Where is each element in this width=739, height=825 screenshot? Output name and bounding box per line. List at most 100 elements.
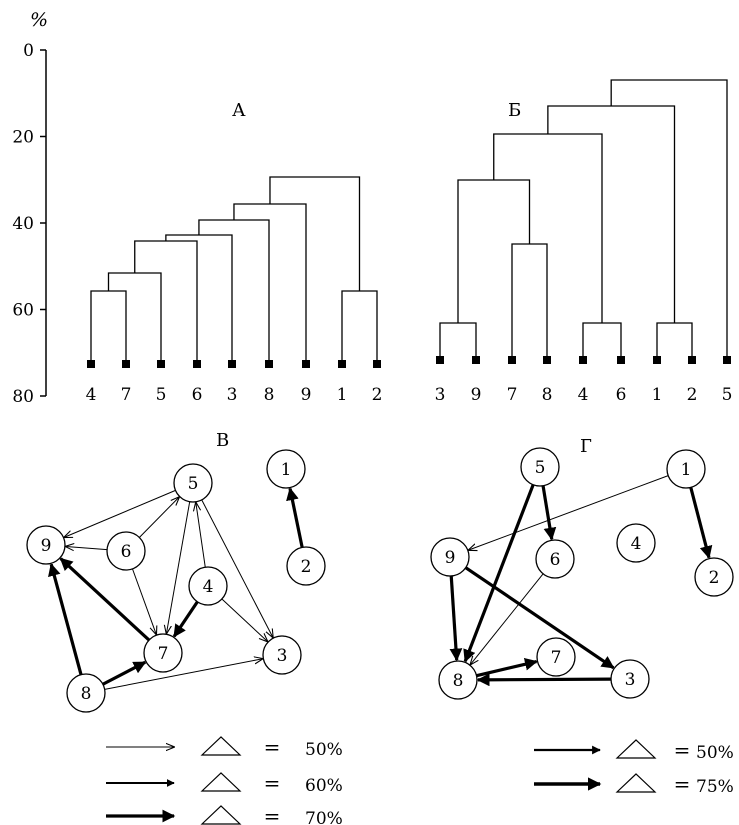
node-2: [286, 546, 326, 586]
legend-value: 50%: [305, 740, 343, 760]
node-label: 9: [445, 548, 456, 568]
leaf-label: 3: [227, 385, 238, 405]
y-tick-label: 80: [12, 387, 34, 407]
leaf-label: 7: [121, 385, 132, 405]
y-axis: % 0 20 40 60 80: [12, 9, 48, 407]
leaf-label: 4: [578, 385, 589, 405]
node-4: [616, 523, 656, 563]
node-7: [143, 633, 183, 673]
leaf-marker: [723, 356, 731, 364]
node-label: 4: [203, 577, 214, 597]
node-7: [536, 637, 576, 677]
edge-1-to-2: [689, 486, 713, 559]
leaf-marker: [617, 356, 625, 364]
legend-right: = 50%= 75%: [534, 738, 734, 797]
leaf-marker: [122, 360, 130, 368]
legend-equals: =: [264, 771, 281, 795]
leaf-label: 2: [687, 385, 698, 405]
panel-label-v: В: [216, 430, 229, 451]
edge-8-to-7: [476, 657, 538, 678]
leaf-label: 3: [435, 385, 446, 405]
node-label: 6: [550, 550, 561, 570]
leaf-marker: [228, 360, 236, 368]
node-6: [535, 539, 575, 579]
edge-8-to-9: [48, 563, 83, 676]
leaf-marker: [193, 360, 201, 368]
leaf-label: 8: [542, 385, 553, 405]
node-5: [520, 447, 560, 487]
legend-equals: =: [264, 735, 281, 759]
node-9: [26, 525, 66, 565]
dendrogram-link: [341, 290, 378, 364]
node-2: [694, 557, 734, 597]
y-tick-label: 40: [12, 214, 34, 234]
node-label: 4: [631, 534, 642, 554]
edge-5-to-6: [541, 485, 557, 541]
leaf-marker: [472, 356, 480, 364]
node-1: [266, 449, 306, 489]
panel-label-a: А: [232, 100, 246, 121]
leaf-label: 1: [337, 385, 348, 405]
y-tick-label: 0: [23, 41, 34, 61]
graph-v: В 1 2 3 4 5 6 7 8 9: [26, 430, 326, 713]
dendrogram-link: [511, 243, 548, 360]
edge-5-to-8: [463, 484, 535, 663]
y-tick-label: 20: [12, 128, 34, 148]
node-label: 2: [301, 557, 312, 577]
edge-3-to-8: [476, 673, 612, 687]
node-label: 7: [551, 648, 562, 668]
edge-6-to-5: [138, 497, 179, 538]
node-label: 1: [681, 460, 692, 480]
legend-equals: =: [264, 804, 281, 825]
node-label: 5: [188, 474, 199, 494]
node-1: [666, 449, 706, 489]
edge-7-to-9: [59, 557, 151, 642]
edge-9-to-8: [449, 575, 463, 662]
dendrogram-b: Б 3 9 7 8 4 6 1 2 5: [435, 79, 732, 405]
edge-5-to-3: [201, 499, 273, 637]
y-axis-unit: %: [30, 9, 48, 31]
node-label: 1: [281, 460, 292, 480]
edge-4-to-5: [196, 503, 206, 568]
leaf-marker: [338, 360, 346, 368]
graph-g: Г 1 2 3 4 5 6 7 8 9: [430, 436, 734, 700]
dendrogram-link: [269, 176, 361, 291]
leaf-marker: [265, 360, 273, 368]
y-tick-label: 60: [12, 301, 34, 321]
triangle-symbol: [200, 772, 242, 792]
node-label: 9: [41, 536, 52, 556]
panel-label-g: Г: [580, 436, 592, 457]
edge-5-to-7: [166, 501, 191, 634]
leaf-label: 6: [616, 385, 627, 405]
node-label: 6: [121, 542, 132, 562]
leaf-label: 1: [652, 385, 663, 405]
edge-6-to-8: [471, 573, 544, 665]
edge-6-to-7: [132, 568, 156, 634]
dendrogram-link: [457, 179, 531, 323]
legend-value: 70%: [305, 809, 343, 825]
leaf-marker: [87, 360, 95, 368]
node-3: [262, 635, 302, 675]
legend-value: 60%: [305, 776, 343, 796]
node-8: [66, 673, 106, 713]
leaf-label: 4: [86, 385, 97, 405]
dendrogram-link: [582, 322, 622, 360]
leaf-marker: [543, 356, 551, 364]
node-label: 8: [453, 671, 464, 691]
dendrogram-link: [610, 79, 728, 360]
node-4: [188, 566, 228, 606]
legend-equals: =: [674, 772, 691, 796]
edge-1-to-9: [469, 475, 669, 550]
edge-8-to-7: [102, 660, 147, 686]
triangle-symbol: [615, 739, 657, 759]
node-label: 8: [81, 684, 92, 704]
node-5: [173, 463, 213, 503]
dendrogram-link: [493, 133, 603, 323]
dendrogram-a: А 4 7 5 6 3 8 9 1 2: [86, 100, 383, 405]
leaf-label: 8: [264, 385, 275, 405]
node-label: 2: [709, 568, 720, 588]
edge-5-to-9: [64, 489, 176, 537]
edge-4-to-3: [221, 598, 267, 641]
leaf-marker: [157, 360, 165, 368]
